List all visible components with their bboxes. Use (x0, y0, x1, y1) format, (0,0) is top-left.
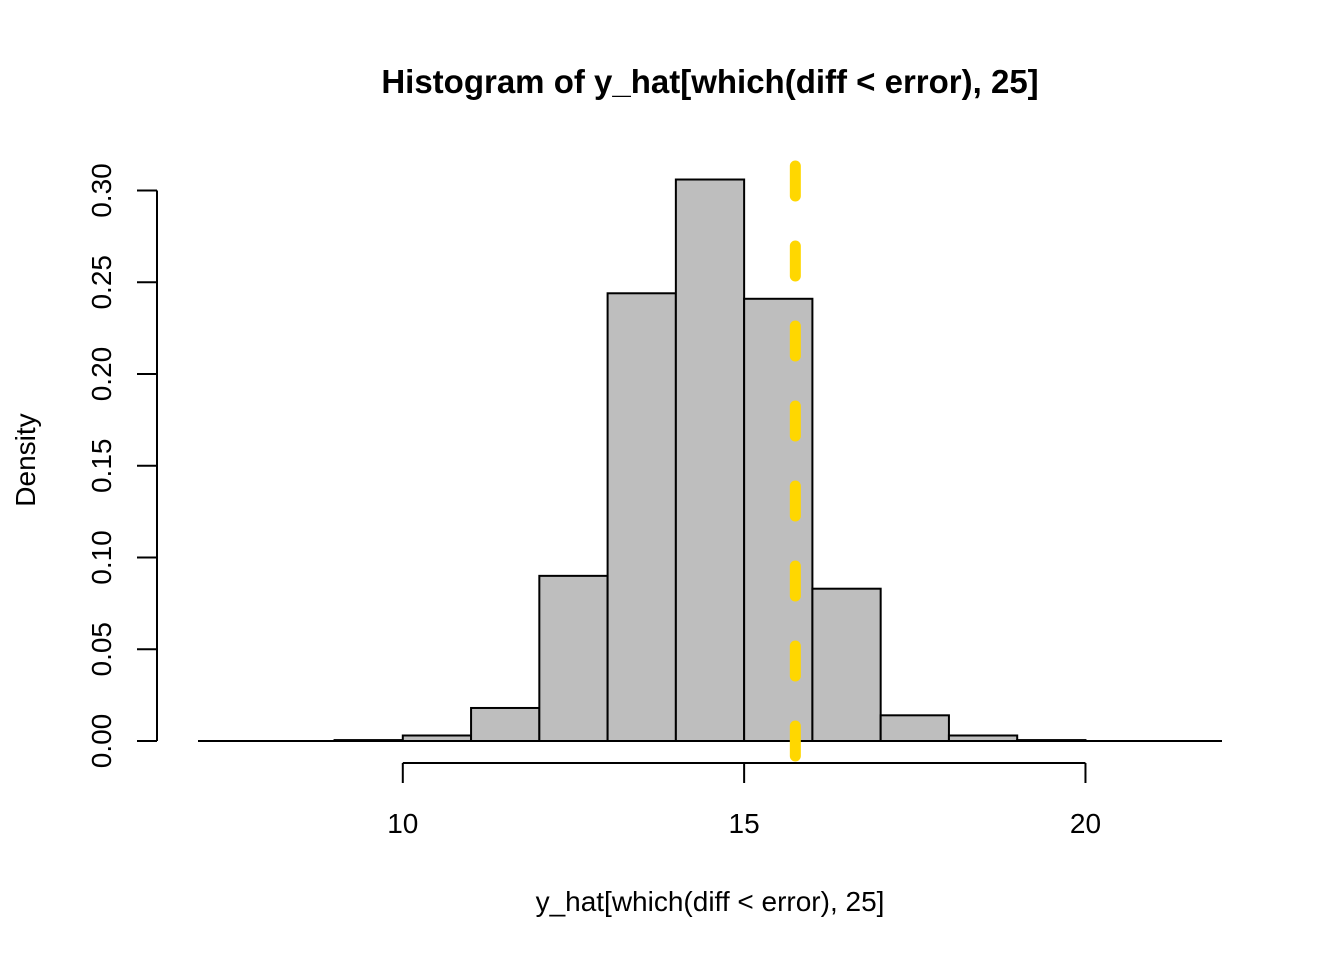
y-axis-label: Density (10, 413, 41, 506)
x-tick-label: 20 (1070, 808, 1101, 839)
histogram-bars (333, 178, 1087, 743)
histogram-bar (606, 292, 677, 742)
x-tick-label: 15 (729, 808, 760, 839)
y-tick-label: 0.05 (86, 622, 117, 677)
histogram-bar (538, 574, 609, 742)
histogram-bar (811, 587, 882, 743)
x-axis-label: y_hat[which(diff < error), 25] (536, 886, 885, 917)
y-tick-label: 0.25 (86, 255, 117, 310)
y-tick-label: 0.20 (86, 347, 117, 402)
y-tick-label: 0.15 (86, 439, 117, 494)
x-tick-label: 10 (387, 808, 418, 839)
y-tick-label: 0.30 (86, 163, 117, 218)
histogram-bar (470, 706, 541, 743)
histogram-bar (879, 714, 950, 742)
x-axis: 10 15 20 (387, 762, 1101, 839)
y-tick-label: 0.00 (86, 714, 117, 769)
histogram-bar (674, 178, 746, 742)
histogram-bar (743, 297, 814, 742)
y-tick-label: 0.10 (86, 530, 117, 585)
y-axis: 0.00 0.05 0.10 0.15 0.20 0.25 0.30 (86, 163, 158, 769)
chart-title: Histogram of y_hat[which(diff < error), … (381, 63, 1038, 100)
